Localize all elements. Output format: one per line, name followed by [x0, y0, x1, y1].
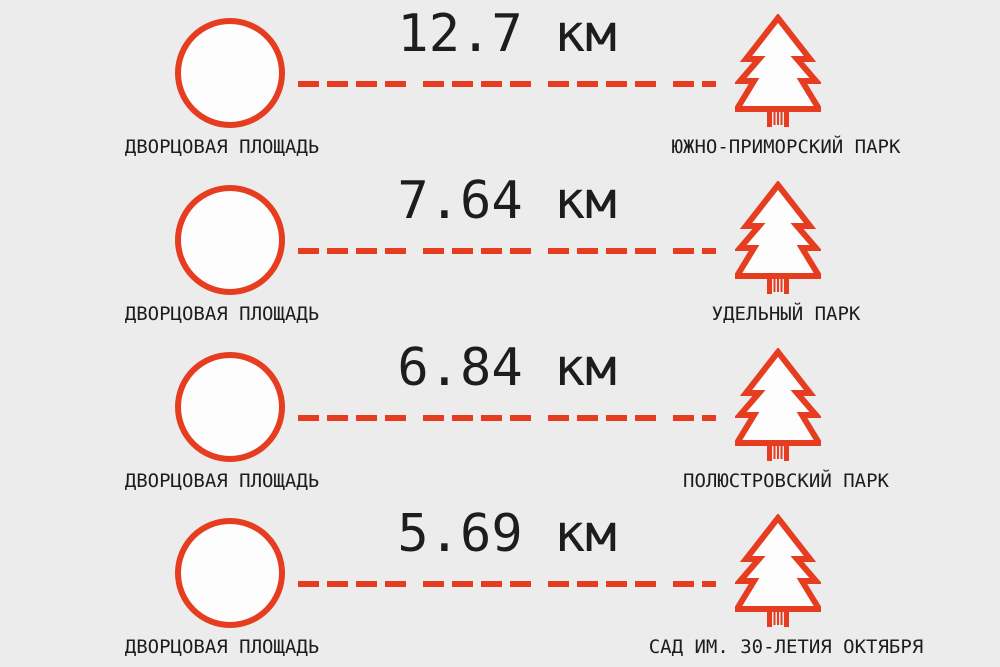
origin-circle-icon — [175, 18, 285, 128]
origin-circle-icon — [175, 351, 285, 462]
fir-tree-icon — [735, 514, 821, 628]
fir-tree-icon — [735, 180, 821, 294]
dashed-connector-line — [298, 81, 716, 87]
dashed-connector-line — [298, 247, 716, 254]
origin-label: ДВОРЦОВАЯ ПЛОЩАДЬ — [124, 136, 320, 158]
distance-value: 7.64 км — [397, 170, 617, 231]
origin-label: ДВОРЦОВАЯ ПЛОЩАДЬ — [124, 302, 320, 325]
origin-circle-icon — [175, 184, 285, 295]
distance-row: 6.84 км ДВОРЦОВАЯ ПЛОЩАДЬ ПОЛЮСТРОВСКИЙ … — [0, 334, 1000, 501]
destination-label: ЮЖНО-ПРИМОРСКИЙ ПАРК — [671, 136, 901, 158]
dashed-connector-line — [298, 581, 716, 588]
distance-row: 12.7 км ДВОРЦОВАЯ ПЛОЩАДЬ ЮЖНО-ПРИМОРСКИ… — [0, 0, 1000, 167]
destination-label: УДЕЛЬНЫЙ ПАРК — [711, 302, 861, 325]
origin-circle-icon — [175, 518, 285, 629]
distance-value: 12.7 км — [397, 4, 617, 64]
origin-label: ДВОРЦОВАЯ ПЛОЩАДЬ — [124, 469, 320, 492]
origin-label: ДВОРЦОВАЯ ПЛОЩАДЬ — [124, 636, 320, 659]
dashed-connector-line — [298, 414, 716, 421]
fir-tree-icon — [735, 347, 821, 461]
distance-value: 6.84 км — [397, 337, 617, 398]
distance-value: 5.69 км — [397, 504, 617, 565]
destination-label: ПОЛЮСТРОВСКИЙ ПАРК — [683, 469, 889, 492]
distance-row: 5.69 км ДВОРЦОВАЯ ПЛОЩАДЬ САД ИМ. 30-ЛЕТ… — [0, 500, 1000, 667]
fir-tree-icon — [735, 14, 821, 127]
distance-row: 7.64 км ДВОРЦОВАЯ ПЛОЩАДЬ УДЕЛЬНЫЙ ПАРК — [0, 167, 1000, 334]
destination-label: САД ИМ. 30-ЛЕТИЯ ОКТЯБРЯ — [648, 636, 924, 659]
